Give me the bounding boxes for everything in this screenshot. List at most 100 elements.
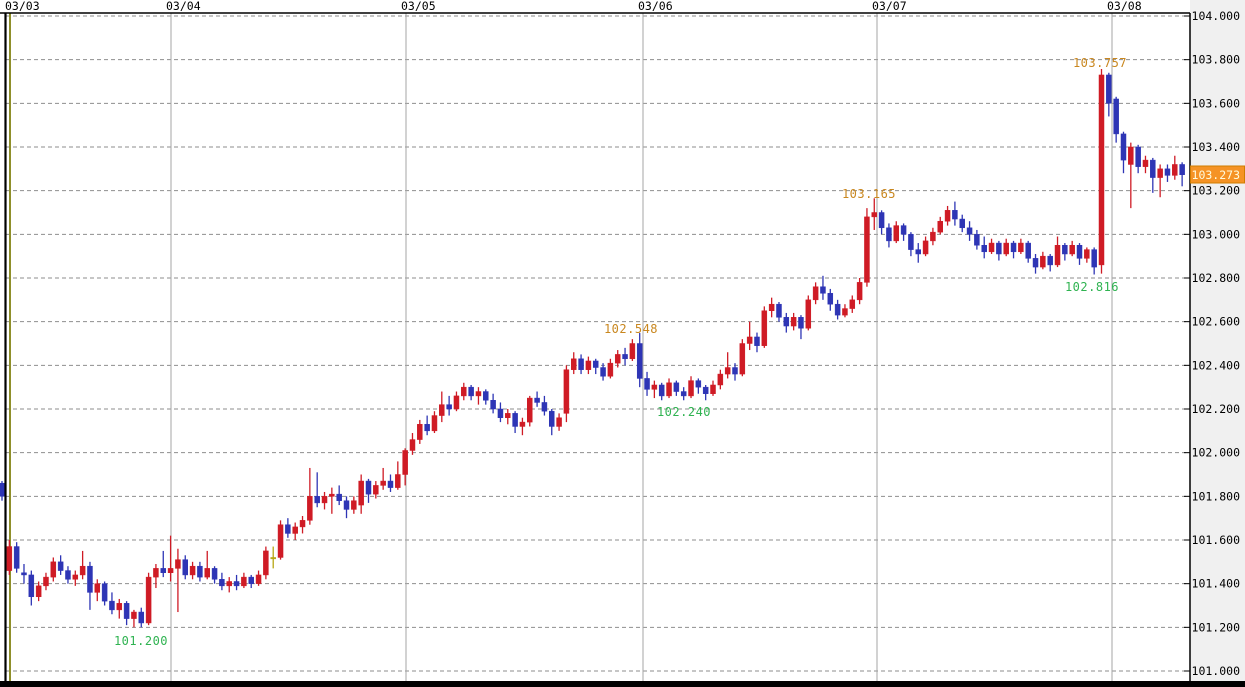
candle-body bbox=[387, 480, 394, 488]
candle-body bbox=[116, 603, 123, 611]
candle-body bbox=[1142, 159, 1149, 167]
candle-body bbox=[343, 500, 350, 510]
candle-body bbox=[57, 561, 64, 571]
candle-body bbox=[527, 397, 533, 423]
candle-body bbox=[226, 581, 232, 587]
candle-body bbox=[673, 382, 680, 392]
price-annotation-session-low: 101.200 bbox=[114, 634, 168, 648]
candle-body bbox=[651, 384, 658, 390]
price-annotation-session-low: 102.240 bbox=[657, 405, 711, 419]
date-label: 03/07 bbox=[872, 0, 907, 13]
candle-body bbox=[820, 286, 826, 294]
candle-body bbox=[996, 242, 1002, 255]
candle-body bbox=[189, 565, 196, 576]
candle-body bbox=[101, 583, 108, 602]
candle-body bbox=[0, 482, 5, 497]
candle-body bbox=[138, 611, 145, 624]
candle-body bbox=[1164, 168, 1171, 176]
candle-body bbox=[94, 583, 101, 593]
candle-body bbox=[732, 367, 738, 375]
candle-body bbox=[783, 317, 790, 327]
candle-body bbox=[834, 303, 841, 316]
price-axis-label: 103.000 bbox=[1192, 227, 1241, 241]
candle-body bbox=[739, 343, 746, 375]
candle-body bbox=[878, 212, 885, 229]
candle-body bbox=[1018, 242, 1024, 253]
candle-body bbox=[145, 576, 152, 624]
candle-body bbox=[336, 493, 342, 501]
candle-body bbox=[658, 384, 665, 397]
candle-body bbox=[644, 378, 650, 390]
price-axis-label: 101.800 bbox=[1192, 489, 1241, 503]
candle-body bbox=[724, 367, 731, 375]
candle-body bbox=[1120, 133, 1127, 161]
candle-body bbox=[768, 303, 775, 312]
price-axis-label: 102.400 bbox=[1192, 358, 1241, 372]
candle-body bbox=[915, 249, 921, 255]
candle-body bbox=[592, 360, 599, 368]
candle-body bbox=[1128, 146, 1134, 165]
candle-body bbox=[600, 367, 606, 377]
candle-body bbox=[549, 410, 555, 427]
candle-body bbox=[849, 299, 856, 309]
candle-body bbox=[959, 218, 965, 229]
candle-body bbox=[519, 421, 526, 427]
candle-body bbox=[981, 245, 987, 253]
candle-body bbox=[35, 585, 42, 598]
candle-body bbox=[688, 380, 694, 397]
candle-body bbox=[329, 493, 335, 497]
candle-body bbox=[453, 395, 460, 410]
price-annotation-session-low: 102.816 bbox=[1065, 280, 1119, 294]
candle-body bbox=[1062, 245, 1068, 255]
candle-body bbox=[351, 500, 357, 510]
price-annotation-session-high: 103.757 bbox=[1073, 56, 1127, 70]
candle-body bbox=[812, 286, 819, 301]
candle-body bbox=[541, 402, 548, 412]
price-axis-label: 103.200 bbox=[1192, 184, 1241, 198]
candle-body bbox=[431, 415, 438, 432]
candle-body bbox=[483, 391, 489, 401]
candle-body bbox=[1084, 249, 1090, 259]
candle-body bbox=[497, 408, 504, 418]
candle-body bbox=[666, 382, 672, 397]
candle-body bbox=[842, 308, 848, 316]
candle-body bbox=[952, 210, 958, 220]
candle-body bbox=[636, 343, 643, 379]
candle-body bbox=[893, 225, 900, 242]
candle-body bbox=[856, 282, 863, 301]
candle-body bbox=[614, 354, 621, 364]
candle-body bbox=[922, 240, 929, 255]
candle-body bbox=[446, 404, 452, 410]
candle-body bbox=[908, 234, 914, 250]
price-axis-label: 104.000 bbox=[1192, 9, 1241, 23]
price-axis-label: 103.400 bbox=[1192, 140, 1241, 154]
candle-body bbox=[930, 231, 936, 242]
candle-body bbox=[72, 574, 79, 580]
candle-body bbox=[87, 565, 93, 593]
candle-body bbox=[988, 242, 995, 253]
candle-body bbox=[28, 574, 35, 598]
date-label: 03/06 bbox=[638, 0, 673, 13]
candle-body bbox=[211, 568, 218, 580]
candle-body bbox=[512, 413, 518, 427]
candle-body bbox=[886, 227, 892, 242]
candle-body bbox=[1047, 255, 1053, 266]
candle-body bbox=[65, 570, 71, 580]
candle-body bbox=[475, 391, 482, 397]
candle-body bbox=[395, 474, 401, 488]
candle-body bbox=[578, 358, 584, 370]
candle-body bbox=[622, 354, 628, 360]
candle-body bbox=[263, 550, 269, 576]
candle-body bbox=[160, 568, 167, 574]
price-axis-label: 102.000 bbox=[1192, 446, 1241, 460]
last-price-badge-value: 103.273 bbox=[1192, 168, 1241, 182]
price-axis-panel[interactable] bbox=[1190, 0, 1245, 687]
price-axis-label: 102.200 bbox=[1192, 402, 1241, 416]
candle-body bbox=[505, 413, 511, 418]
candle-body bbox=[1069, 245, 1075, 255]
candle-body bbox=[1091, 249, 1097, 268]
candle-body bbox=[248, 576, 254, 584]
price-annotation-session-high: 103.165 bbox=[842, 187, 896, 201]
